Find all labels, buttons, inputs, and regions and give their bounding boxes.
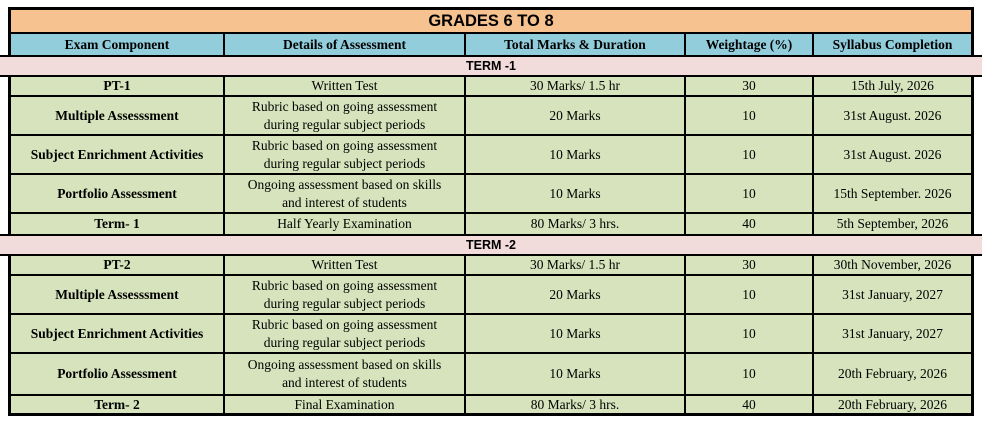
table-row-multiple-assessment-t1: Multiple Assesssment Rubric based on goi… bbox=[8, 97, 974, 136]
cell-details: Rubric based on going assessment during … bbox=[225, 136, 466, 173]
cell-syllabus: 31st January, 2027 bbox=[842, 325, 943, 341]
cell-syllabus: 5th September, 2026 bbox=[836, 216, 949, 232]
cell-marks: 10 Marks bbox=[466, 175, 686, 212]
term-1-band: TERM -1 bbox=[0, 55, 982, 77]
table-row-term-1-total: Term- 1 Half Yearly Examination 80 Marks… bbox=[8, 214, 974, 234]
cell-exam-component: Portfolio Assessment bbox=[11, 175, 225, 212]
cell-details: Rubric based on going assessment during … bbox=[225, 276, 466, 313]
cell-weightage: 10 bbox=[686, 136, 814, 173]
cell-syllabus: 31st January, 2027 bbox=[842, 286, 943, 302]
cell-details: Ongoing assessment based on skills and i… bbox=[225, 175, 466, 212]
cell-syllabus: 31st August. 2026 bbox=[843, 107, 942, 123]
cell-marks: 30 Marks/ 1.5 hr bbox=[466, 77, 686, 95]
table-row-subject-enrichment-t2: Subject Enrichment Activities Rubric bas… bbox=[8, 315, 974, 354]
cell-weightage: 30 bbox=[686, 256, 814, 274]
cell-weightage: 10 bbox=[686, 175, 814, 212]
cell-marks: 80 Marks/ 3 hrs. bbox=[466, 396, 686, 413]
cell-weightage: 40 bbox=[686, 214, 814, 234]
cell-syllabus: 20th February, 2026 bbox=[838, 366, 947, 382]
cell-details: Final Examination bbox=[225, 396, 466, 413]
cell-marks: 30 Marks/ 1.5 hr bbox=[466, 256, 686, 274]
cell-marks: 10 Marks bbox=[466, 354, 686, 394]
cell-exam-component: PT-1 bbox=[11, 77, 225, 95]
cell-marks: 10 Marks bbox=[466, 136, 686, 173]
cell-syllabus: 20th February, 2026 bbox=[838, 396, 947, 412]
cell-exam-component: Multiple Assesssment bbox=[11, 276, 225, 313]
column-header-weightage: Weightage (%) bbox=[686, 34, 814, 55]
cell-weightage: 10 bbox=[686, 315, 814, 352]
column-header-details: Details of Assessment bbox=[225, 34, 466, 55]
cell-marks: 20 Marks bbox=[466, 97, 686, 134]
cell-exam-component: Term- 1 bbox=[11, 214, 225, 234]
cell-marks: 20 Marks bbox=[466, 276, 686, 313]
cell-details: Written Test bbox=[225, 77, 466, 95]
table-row-multiple-assessment-t2: Multiple Assesssment Rubric based on goi… bbox=[8, 276, 974, 315]
cell-syllabus: 15th September. 2026 bbox=[833, 185, 952, 201]
cell-weightage: 10 bbox=[686, 97, 814, 134]
assessment-schedule-sheet: GRADES 6 TO 8 Exam Component Details of … bbox=[0, 7, 982, 416]
table-header-row: Exam Component Details of Assessment Tot… bbox=[8, 34, 974, 55]
cell-details: Written Test bbox=[225, 256, 466, 274]
table-row-term-2-total: Term- 2 Final Examination 80 Marks/ 3 hr… bbox=[8, 396, 974, 416]
table-row-subject-enrichment-t1: Subject Enrichment Activities Rubric bas… bbox=[8, 136, 974, 175]
cell-exam-component: Subject Enrichment Activities bbox=[11, 136, 225, 173]
cell-exam-component: Portfolio Assessment bbox=[11, 354, 225, 394]
cell-exam-component: PT-2 bbox=[11, 256, 225, 274]
term-2-band: TERM -2 bbox=[0, 234, 982, 256]
cell-weightage: 40 bbox=[686, 396, 814, 413]
table-row-pt2: PT-2 Written Test 30 Marks/ 1.5 hr 30 30… bbox=[8, 256, 974, 276]
column-header-marks-duration: Total Marks & Duration bbox=[466, 34, 686, 55]
cell-syllabus: 31st August. 2026 bbox=[843, 146, 942, 162]
table-row-portfolio-t1: Portfolio Assessment Ongoing assessment … bbox=[8, 175, 974, 214]
cell-exam-component: Subject Enrichment Activities bbox=[11, 315, 225, 352]
cell-details: Rubric based on going assessment during … bbox=[225, 97, 466, 134]
cell-details: Rubric based on going assessment during … bbox=[225, 315, 466, 352]
cell-weightage: 10 bbox=[686, 354, 814, 394]
cell-weightage: 10 bbox=[686, 276, 814, 313]
table-row-pt1: PT-1 Written Test 30 Marks/ 1.5 hr 30 15… bbox=[8, 77, 974, 97]
cell-exam-component: Multiple Assesssment bbox=[11, 97, 225, 134]
cell-marks: 10 Marks bbox=[466, 315, 686, 352]
cell-syllabus: 15th July, 2026 bbox=[851, 78, 934, 94]
table-row-portfolio-t2: Portfolio Assessment Ongoing assessment … bbox=[8, 354, 974, 396]
column-header-syllabus-completion: Syllabus Completion bbox=[832, 36, 953, 52]
column-header-exam-component: Exam Component bbox=[11, 34, 225, 55]
cell-details: Ongoing assessment based on skills and i… bbox=[225, 354, 466, 394]
table-title: GRADES 6 TO 8 bbox=[8, 7, 974, 34]
cell-syllabus: 30th November, 2026 bbox=[833, 257, 952, 273]
cell-exam-component: Term- 2 bbox=[11, 396, 225, 413]
cell-weightage: 30 bbox=[686, 77, 814, 95]
cell-marks: 80 Marks/ 3 hrs. bbox=[466, 214, 686, 234]
cell-details: Half Yearly Examination bbox=[225, 214, 466, 234]
